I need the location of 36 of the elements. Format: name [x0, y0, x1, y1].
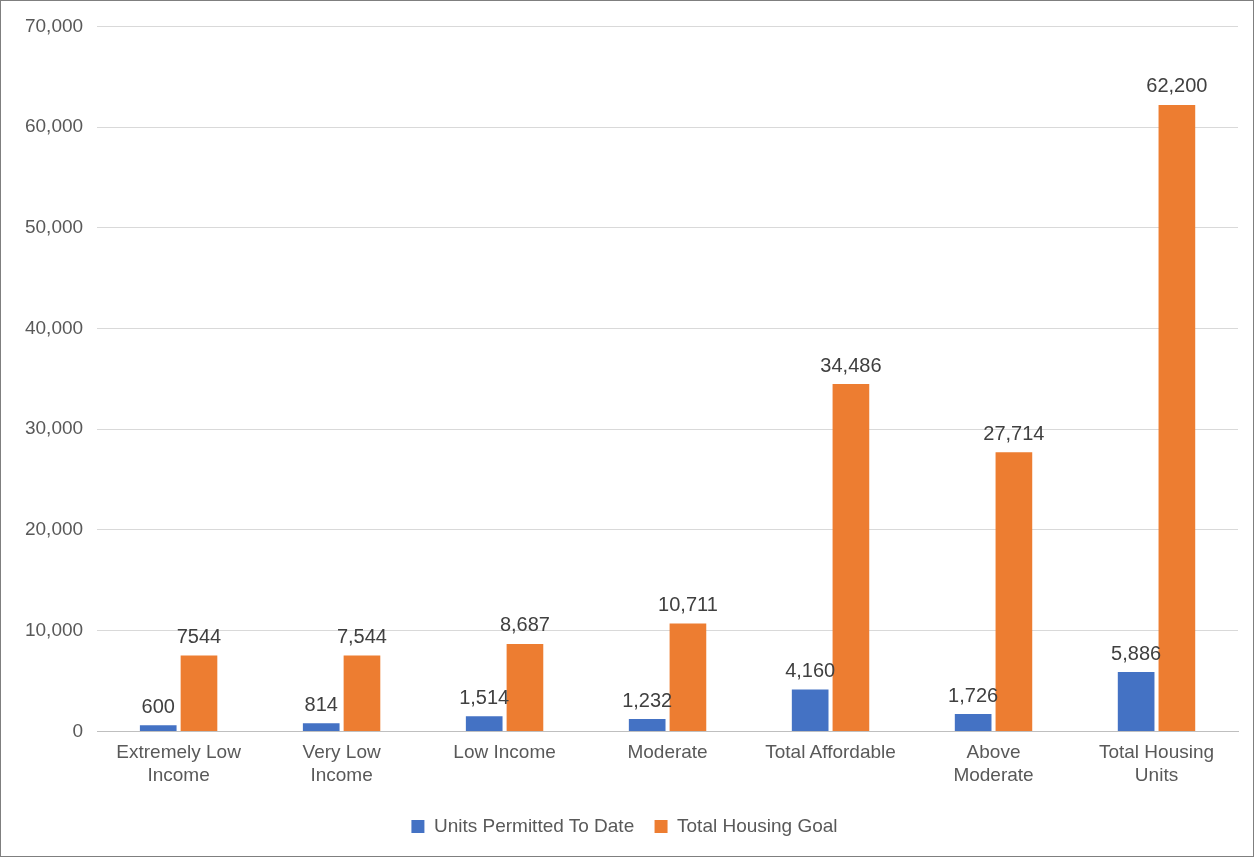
legend-label: Units Permitted To Date — [433, 814, 635, 836]
y-tick-label: 0 — [72, 719, 84, 741]
bar — [669, 623, 707, 731]
data-label: 600 — [141, 694, 175, 717]
y-tick-label: 40,000 — [24, 316, 84, 338]
y-tick-label: 50,000 — [24, 216, 84, 238]
data-label: 27,714 — [983, 421, 1045, 444]
y-tick-label: 70,000 — [24, 14, 84, 36]
x-tick-label: Total Affordable — [765, 741, 896, 763]
legend-label: Total Housing Goal — [677, 814, 838, 836]
bar — [302, 723, 340, 731]
data-label: 7544 — [176, 624, 222, 647]
x-tick-label: Very Low Income — [302, 741, 381, 785]
bar — [1117, 672, 1155, 731]
bar — [465, 716, 503, 731]
y-tick-label: 30,000 — [24, 417, 84, 439]
data-label: 7,544 — [336, 624, 387, 647]
x-tick-label: Moderate — [627, 741, 708, 763]
x-tick-label: Low Income — [453, 741, 556, 763]
data-label: 814 — [304, 692, 338, 715]
y-tick-label: 20,000 — [24, 518, 84, 540]
bar — [628, 718, 666, 731]
y-tick-label: 60,000 — [24, 115, 84, 137]
data-label: 8,687 — [499, 613, 550, 636]
data-label: 62,200 — [1146, 74, 1208, 97]
bar — [180, 655, 218, 731]
y-tick-label: 10,000 — [24, 618, 84, 640]
x-tick-label: Extremely Low Income — [116, 741, 242, 785]
bar — [343, 655, 381, 731]
bar — [139, 725, 177, 731]
data-label: 10,711 — [658, 593, 718, 616]
bar — [954, 714, 992, 731]
bar — [791, 689, 829, 731]
x-tick-label: Total Housing Units — [1098, 741, 1215, 785]
x-tick-label: Above Moderate — [953, 741, 1034, 785]
data-label: 34,486 — [820, 353, 882, 376]
